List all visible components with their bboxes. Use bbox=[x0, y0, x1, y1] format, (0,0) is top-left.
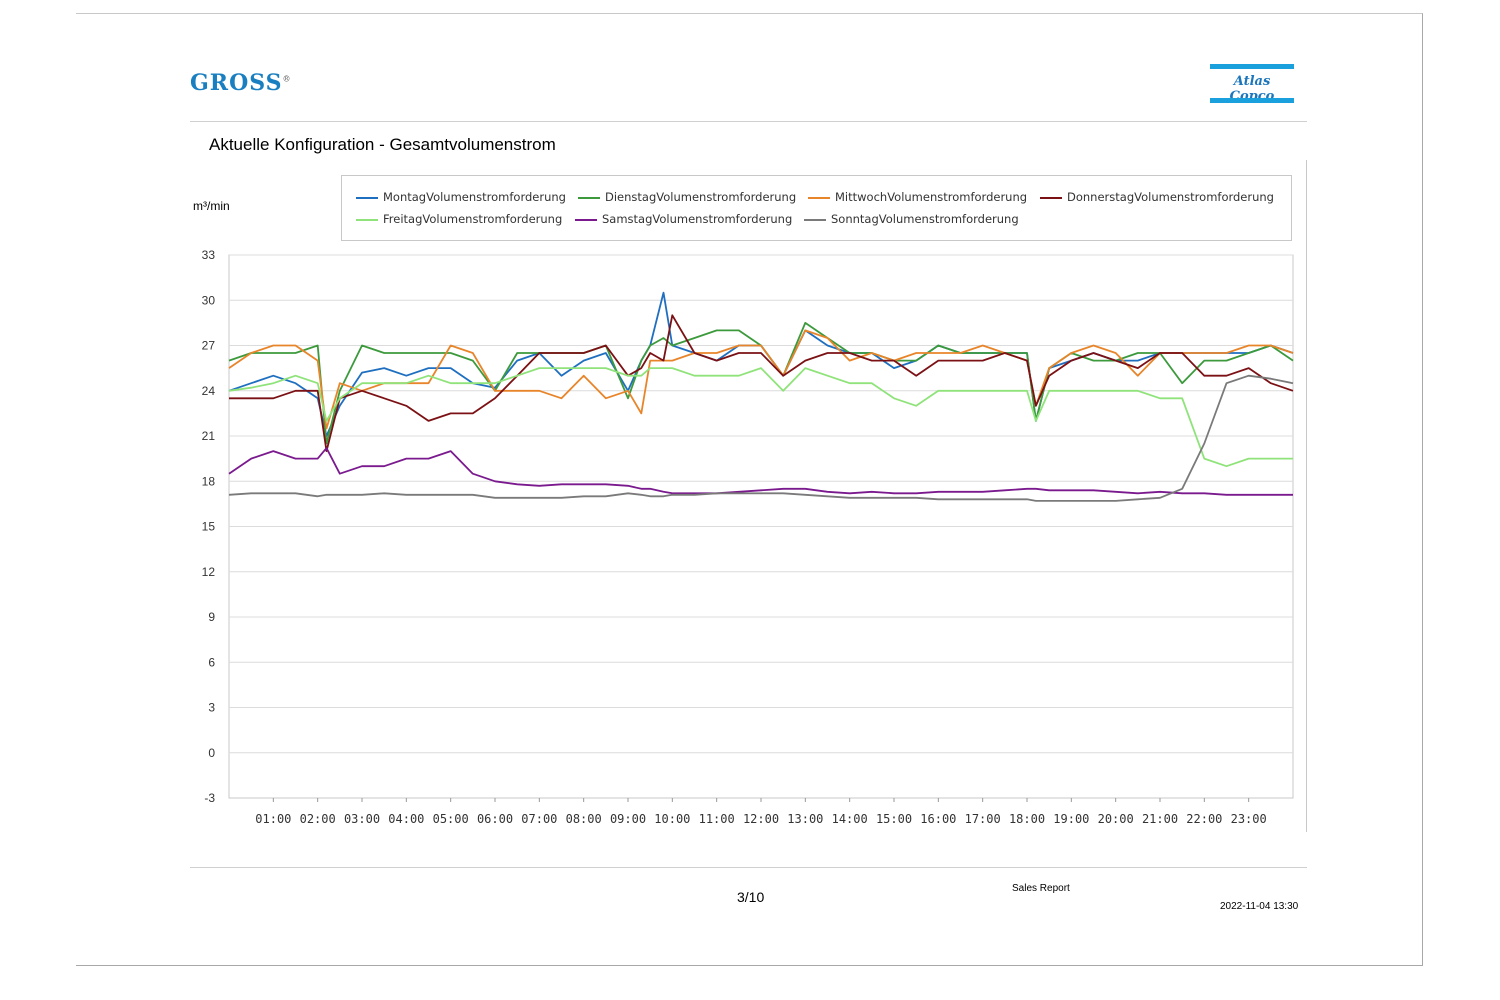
y-tick-label: 18 bbox=[202, 474, 216, 488]
atlas-copco-logo: Atlas Copco bbox=[1210, 64, 1294, 104]
x-tick-label: 21:00 bbox=[1142, 812, 1178, 826]
y-tick-label: 12 bbox=[202, 565, 216, 579]
legend-item-montag: MontagVolumenstromforderung bbox=[356, 190, 566, 204]
chart-frame-line bbox=[1306, 160, 1307, 832]
x-tick-label: 13:00 bbox=[787, 812, 823, 826]
legend-label: MontagVolumenstromforderung bbox=[383, 190, 566, 204]
gross-logo: GROSS® bbox=[190, 70, 292, 96]
series-line bbox=[229, 314, 1294, 453]
legend-item-sonntag: SonntagVolumenstromforderung bbox=[804, 212, 1019, 226]
legend-label: DienstagVolumenstromforderung bbox=[605, 190, 797, 204]
header-divider bbox=[190, 121, 1307, 122]
footer-divider bbox=[190, 867, 1307, 868]
legend-item-samstag: SamstagVolumenstromforderung bbox=[575, 212, 792, 226]
x-tick-label: 07:00 bbox=[521, 812, 557, 826]
y-tick-label: 24 bbox=[202, 384, 216, 398]
legend-label: SonntagVolumenstromforderung bbox=[831, 212, 1019, 226]
y-tick-label: 15 bbox=[202, 520, 216, 534]
y-tick-label: 9 bbox=[208, 610, 215, 624]
x-tick-label: 01:00 bbox=[255, 812, 291, 826]
legend-swatch bbox=[1040, 196, 1062, 199]
x-tick-label: 05:00 bbox=[433, 812, 469, 826]
legend-swatch bbox=[808, 196, 830, 199]
series-line bbox=[228, 447, 1293, 496]
legend-swatch bbox=[356, 196, 378, 199]
x-tick-label: 10:00 bbox=[654, 812, 690, 826]
chart-title: Aktuelle Konfiguration - Gesamtvolumenst… bbox=[209, 135, 556, 154]
x-tick-label: 15:00 bbox=[876, 812, 912, 826]
legend-swatch bbox=[578, 196, 600, 199]
y-tick-label: 30 bbox=[202, 293, 216, 307]
legend-item-dienstag: DienstagVolumenstromforderung bbox=[578, 190, 796, 204]
x-tick-label: 08:00 bbox=[566, 812, 602, 826]
y-tick-label: -3 bbox=[204, 791, 215, 805]
legend-label: DonnerstagVolumenstromforderung bbox=[1067, 190, 1274, 204]
report-date: 2022-11-04 13:30 bbox=[1220, 901, 1299, 912]
legend-label: SamstagVolumenstromforderung bbox=[602, 212, 793, 226]
series-line bbox=[228, 291, 1294, 437]
x-tick-label: 16:00 bbox=[920, 812, 956, 826]
y-tick-label: 3 bbox=[208, 701, 215, 715]
legend-swatch bbox=[356, 218, 378, 221]
x-tick-label: 20:00 bbox=[1098, 812, 1134, 826]
x-tick-label: 04:00 bbox=[388, 812, 424, 826]
report-name: Sales Report bbox=[1012, 883, 1070, 894]
legend-item-freitag: FreitagVolumenstromforderung bbox=[356, 212, 562, 226]
y-axis-unit: m³/min bbox=[193, 199, 230, 213]
chart-legend: MontagVolumenstromforderung DienstagVolu… bbox=[341, 175, 1292, 241]
x-tick-label: 09:00 bbox=[610, 812, 646, 826]
y-tick-label: 27 bbox=[202, 339, 216, 353]
x-tick-label: 17:00 bbox=[965, 812, 1001, 826]
x-tick-label: 12:00 bbox=[743, 812, 779, 826]
x-tick-label: 22:00 bbox=[1186, 812, 1222, 826]
series-line bbox=[228, 321, 1294, 445]
legend-swatch bbox=[804, 218, 826, 221]
x-tick-label: 06:00 bbox=[477, 812, 513, 826]
legend-swatch bbox=[575, 218, 597, 221]
legend-item-mittwoch: MittwochVolumenstromforderung bbox=[808, 190, 1027, 204]
x-tick-label: 11:00 bbox=[699, 812, 735, 826]
y-tick-label: 33 bbox=[202, 248, 216, 262]
y-tick-label: 21 bbox=[202, 429, 216, 443]
x-tick-label: 02:00 bbox=[300, 812, 336, 826]
x-tick-label: 14:00 bbox=[832, 812, 868, 826]
x-tick-label: 23:00 bbox=[1231, 812, 1267, 826]
x-tick-label: 03:00 bbox=[344, 812, 380, 826]
legend-item-donnerstag: DonnerstagVolumenstromforderung bbox=[1040, 190, 1274, 204]
x-tick-label: 19:00 bbox=[1053, 812, 1089, 826]
legend-label: FreitagVolumenstromforderung bbox=[383, 212, 563, 226]
page-number: 3/10 bbox=[737, 889, 765, 905]
x-tick-label: 18:00 bbox=[1009, 812, 1045, 826]
series-line bbox=[228, 367, 1293, 468]
page-border bbox=[76, 13, 1423, 966]
y-tick-label: 6 bbox=[208, 655, 215, 669]
series-line bbox=[228, 374, 1294, 502]
legend-label: MittwochVolumenstromforderung bbox=[835, 190, 1028, 204]
logo-bar-top bbox=[1210, 64, 1294, 69]
y-tick-label: 0 bbox=[208, 746, 215, 760]
logo-bar-bottom bbox=[1210, 98, 1294, 103]
